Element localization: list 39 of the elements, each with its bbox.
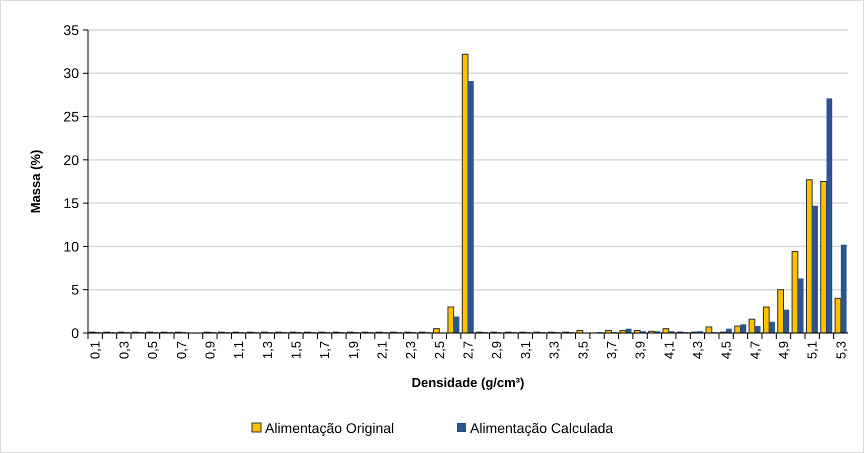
x-tick-label: 0,1 [88,341,103,360]
x-tick-label: 3,5 [575,341,590,360]
x-tick-label: 5,3 [833,341,848,360]
x-tick-label: 2,5 [432,341,447,360]
x-axis-title: Densidade (g/cm³) [412,375,524,390]
x-tick-label: 2,1 [374,341,390,360]
x-tick-label: 1,1 [231,341,246,360]
x-tick-label: 0,9 [202,341,218,360]
x-tick-label: 1,7 [317,341,332,360]
y-tick-label: 25 [63,108,80,124]
legend-label: Alimentação Original [265,420,394,436]
y-tick-label: 15 [63,195,80,212]
x-tick-label: 5,1 [804,341,820,360]
x-tick-label: 2,7 [460,341,476,360]
x-tick-label: 1,9 [346,341,361,360]
y-tick-label: 20 [63,152,80,168]
x-tick-label: 3,9 [632,341,648,360]
x-tick-label: 1,5 [288,341,304,360]
y-tick-label: 5 [71,282,80,298]
x-tick-label: 4,3 [690,341,705,360]
y-tick-label: 30 [63,65,80,82]
x-tick-label: 1,3 [260,341,275,360]
x-tick-label: 3,7 [604,341,619,360]
x-tick-label: 0,5 [145,341,160,360]
y-tick-label: 35 [63,22,80,38]
x-tick-label: 2,3 [403,341,418,360]
x-tick-label: 2,9 [489,341,504,360]
y-axis-title: Massa (%) [28,150,43,214]
y-tick-label: 0 [71,324,80,341]
x-tick-label: 0,3 [116,341,132,360]
x-tick-label: 4,7 [747,341,762,360]
x-tick-label: 4,1 [661,341,676,360]
legend-label: Alimentação Calculada [470,420,614,436]
x-tick-label: 3,3 [546,341,562,360]
y-tick-label: 10 [63,238,80,254]
x-tick-label: 0,7 [174,341,189,360]
x-tick-label: 4,5 [718,341,734,360]
x-tick-label: 3,1 [518,341,533,360]
x-tick-label: 4,9 [776,341,792,360]
